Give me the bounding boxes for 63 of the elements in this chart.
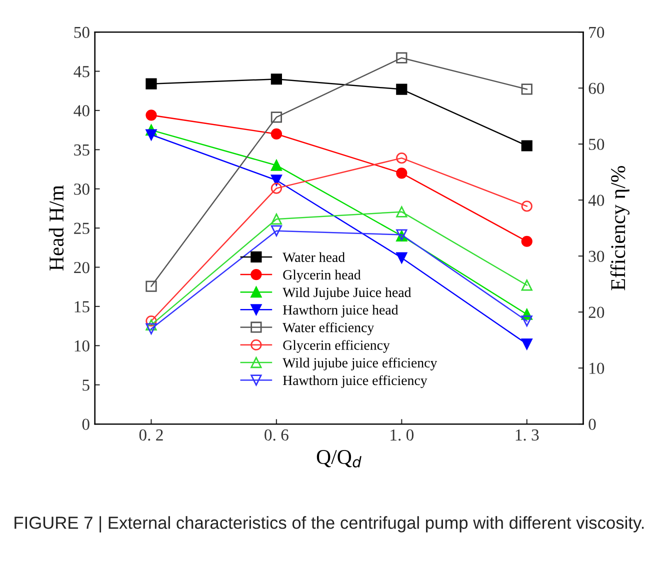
y2-tick-label: 70	[589, 26, 604, 38]
legend-label: Wild jujube juice efficiency	[282, 358, 438, 370]
point	[521, 84, 532, 95]
point	[396, 168, 408, 179]
y-tick-label: 25	[74, 222, 90, 234]
x-tick-label: 0. 2	[139, 429, 163, 441]
point	[146, 129, 157, 140]
legend-label: Hawthorn juice efficiency	[282, 375, 428, 388]
point	[396, 206, 408, 218]
y-tick-label: 5	[82, 380, 90, 391]
point	[396, 152, 408, 164]
point	[521, 338, 532, 350]
point	[146, 110, 157, 121]
caption: FIGURE 7 | External characteristics of the centrifugal pump with different viscosity.	[14, 516, 644, 532]
point	[146, 315, 157, 327]
point	[396, 252, 408, 264]
y2-tick-label: 10	[590, 362, 604, 374]
x-tick-label: 1. 0	[390, 429, 414, 441]
y2-tick-label: 50	[589, 138, 604, 150]
x-tick-label: 0. 6	[264, 429, 288, 441]
y2-tick-label: 40	[588, 194, 604, 206]
y2-tick-label: 30	[588, 250, 604, 262]
x-tick-label: 1. 3	[516, 429, 539, 441]
legend-label: Wild Jujube Juice head	[282, 287, 412, 300]
y2-tick-label: 60	[588, 82, 604, 94]
legend-label: Glycerin head	[283, 270, 361, 282]
point	[270, 214, 282, 225]
point	[146, 280, 157, 292]
y-axis-title: Head H/m	[48, 185, 64, 271]
point	[521, 315, 532, 327]
y2-tick-label: 20	[588, 306, 604, 318]
point	[396, 84, 408, 95]
point	[270, 112, 282, 123]
point	[146, 78, 157, 90]
y2-tick-label: 0	[588, 418, 596, 430]
y2-axis-title: Efficiency η/%	[610, 166, 630, 290]
point	[521, 236, 532, 247]
point	[521, 200, 532, 212]
point	[270, 174, 282, 186]
y-tick-label: 40	[74, 105, 90, 116]
point	[396, 52, 408, 64]
y-tick-label: 20	[74, 262, 90, 274]
point	[146, 319, 157, 330]
y-tick-label: 50	[74, 26, 90, 38]
y-tick-label: 10	[74, 340, 90, 352]
point	[270, 160, 282, 171]
legend-label: Glycerin efficiency	[283, 340, 390, 353]
y-tick-label: 45	[74, 66, 90, 78]
legend-label: Hawthorn juice head	[282, 304, 398, 318]
x-axis-title: Q/Q$_{d}$	[316, 450, 362, 468]
legend-label: Water efficiency	[282, 322, 374, 336]
point	[270, 128, 282, 140]
point	[270, 225, 282, 236]
point	[270, 74, 282, 85]
y-tick-label: 15	[74, 301, 90, 312]
y-tick-label: 30	[74, 184, 90, 195]
point	[146, 323, 157, 334]
legend-label: Water head	[282, 252, 345, 262]
point	[521, 280, 532, 291]
point	[521, 140, 532, 152]
y-tick-label: 0	[82, 418, 90, 430]
point	[270, 182, 282, 194]
y-tick-label: 35	[74, 144, 90, 156]
